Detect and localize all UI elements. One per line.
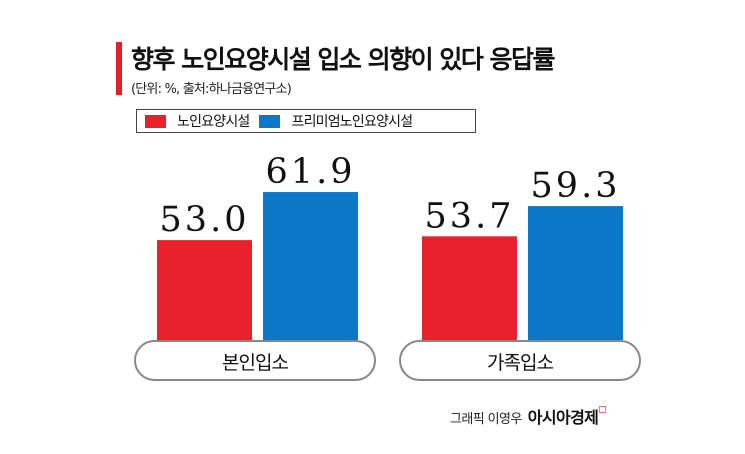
- chart-title: 향후 노인요양시설 입소 의향이 있다 응답률: [131, 45, 556, 74]
- bar-0-0: [157, 240, 252, 340]
- legend-label: 프리미엄노인요양시설: [291, 114, 413, 130]
- value-label: 61.9: [266, 152, 356, 192]
- legend-swatch-red: [145, 114, 166, 128]
- category-label: 가족입소: [487, 352, 553, 374]
- legend: 노인요양시설 프리미엄노인요양시설: [136, 109, 476, 133]
- title-accent-bar: [116, 42, 122, 95]
- legend-item-series2: 프리미엄노인요양시설: [259, 111, 413, 131]
- category-pill: [399, 340, 641, 381]
- bar-0-1: [263, 192, 358, 340]
- brand-mark-icon: ◻: [598, 404, 607, 415]
- value-label: 53.7: [425, 196, 515, 236]
- legend-label: 노인요양시설: [177, 114, 250, 130]
- legend-item-series1: 노인요양시설: [145, 111, 250, 131]
- credit-text: 그래픽 이영우: [450, 412, 522, 427]
- brand-logo: 아시아경제: [527, 408, 599, 427]
- category-label: 본인입소: [222, 352, 288, 374]
- category-pill: [134, 340, 376, 381]
- bar-1-0: [422, 236, 517, 340]
- chart-subtitle: (단위: %, 출처:하나금융연구소): [131, 82, 292, 97]
- value-label: 59.3: [531, 166, 621, 206]
- value-label: 53.0: [160, 200, 250, 240]
- bar-1-1: [528, 206, 623, 340]
- legend-swatch-blue: [259, 114, 281, 128]
- credit: 그래픽 이영우 아시아경제◻: [450, 404, 607, 428]
